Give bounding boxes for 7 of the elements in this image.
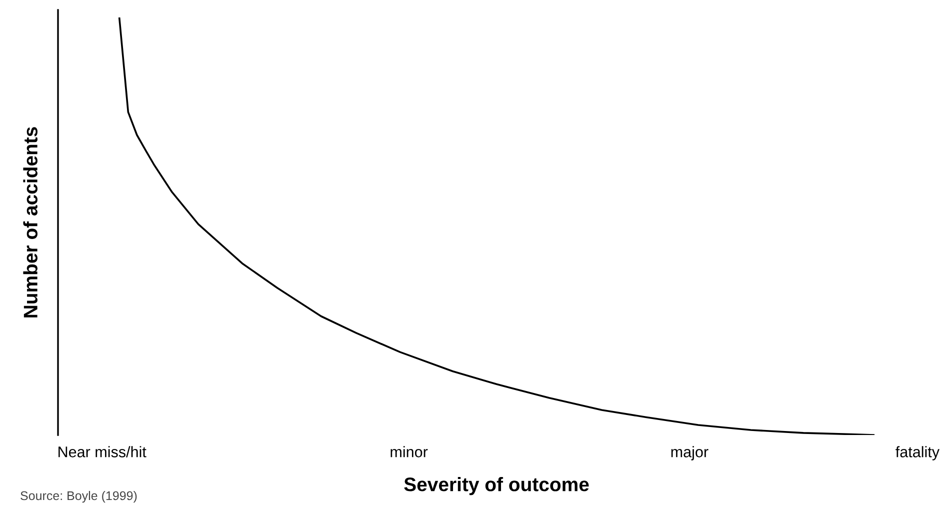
x-axis-title: Severity of outcome <box>404 477 589 496</box>
y-axis-title: Number of accidents <box>23 127 38 318</box>
x-tick-label: Near miss/hit <box>58 446 146 458</box>
source-note: Source: Boyle (1999) <box>20 490 137 503</box>
x-tick-label: minor <box>390 446 428 458</box>
x-tick-label: fatality <box>896 446 940 460</box>
x-tick-label: major <box>671 446 708 460</box>
